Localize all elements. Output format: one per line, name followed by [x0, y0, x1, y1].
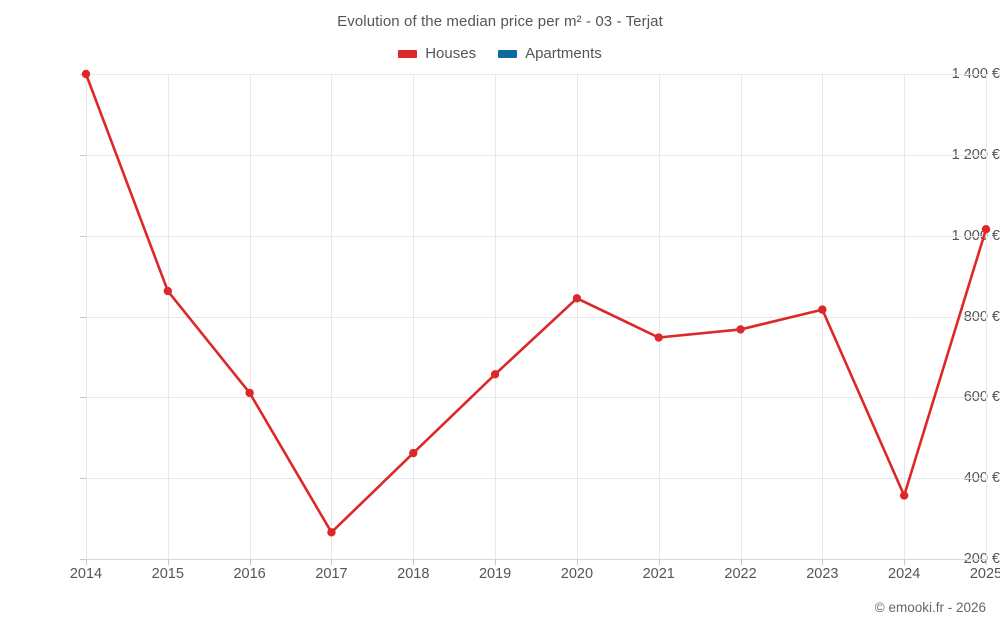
gridline-vertical	[249, 74, 251, 559]
gridline-vertical	[576, 74, 578, 559]
x-axis-tick-mark	[986, 559, 987, 565]
x-axis-tick-mark	[576, 559, 578, 565]
data-point[interactable]	[490, 370, 500, 379]
gridline-vertical	[413, 74, 415, 559]
x-axis-tick-mark	[167, 559, 169, 565]
legend-item-apartments[interactable]: Apartments	[498, 45, 602, 62]
x-axis-tick-label: 2022	[724, 566, 757, 582]
plot-area	[81, 69, 991, 560]
y-axis-tick-mark	[80, 397, 86, 399]
gridline-horizontal	[86, 235, 986, 237]
gridline-vertical	[740, 74, 742, 559]
gridline-vertical	[904, 74, 906, 559]
x-axis-tick-label: 2021	[642, 566, 675, 582]
x-axis-tick-label: 2014	[69, 566, 103, 582]
x-axis-tick-label: 2017	[315, 566, 348, 582]
gridline-vertical	[495, 74, 497, 559]
data-point[interactable]	[327, 528, 336, 537]
legend-label-houses: Houses	[425, 45, 477, 62]
y-axis-tick-mark	[80, 316, 86, 318]
data-point[interactable]	[981, 225, 991, 234]
x-axis-tick-mark	[249, 559, 251, 565]
series-line-houses	[84, 72, 988, 534]
x-axis-tick-mark	[86, 559, 87, 565]
data-point[interactable]	[163, 286, 173, 296]
data-point[interactable]	[81, 69, 91, 79]
x-axis-line	[86, 559, 986, 560]
data-point[interactable]	[736, 325, 745, 334]
x-axis-tick-mark	[740, 559, 742, 565]
x-axis-tick-label: 2016	[233, 566, 266, 582]
gridline-horizontal	[86, 154, 986, 156]
data-point[interactable]	[245, 388, 254, 398]
y-axis-tick-mark	[80, 559, 86, 560]
x-axis-tick-label: 2015	[151, 566, 184, 582]
x-axis-tick-mark	[822, 559, 824, 565]
chart-title: Evolution of the median price per m² - 0…	[337, 13, 663, 30]
chart-legend: Houses Apartments	[0, 45, 1000, 62]
gridline-horizontal	[86, 316, 986, 318]
x-axis-tick-mark	[495, 559, 497, 565]
copyright-notice: © emooki.fr - 2026	[874, 600, 986, 615]
y-axis-tick-mark	[80, 478, 86, 480]
y-axis-tick-mark	[80, 154, 86, 156]
legend-item-houses[interactable]: Houses	[398, 45, 476, 62]
legend-label-apartments: Apartments	[525, 45, 602, 62]
gridline-horizontal	[86, 478, 986, 480]
x-axis-tick-mark	[658, 559, 660, 565]
x-axis-tick-label: 2018	[397, 566, 430, 582]
gridline-vertical	[822, 74, 824, 559]
gridline-vertical	[658, 74, 660, 559]
x-axis-tick-label: 2025	[969, 566, 1000, 582]
gridline-vertical	[986, 74, 987, 559]
data-series-layer	[81, 69, 991, 537]
x-axis-tick-label: 2019	[478, 566, 512, 582]
legend-color-swatch-houses	[398, 49, 418, 58]
gridline-horizontal	[86, 74, 986, 75]
x-axis-tick-label: 2020	[560, 566, 594, 582]
x-axis-tick-mark	[413, 559, 415, 565]
data-point[interactable]	[572, 294, 582, 303]
data-point[interactable]	[899, 491, 909, 500]
x-axis-tick-label: 2023	[806, 566, 839, 582]
x-axis-tick-label: 2024	[888, 566, 921, 582]
gridline-vertical	[167, 74, 169, 559]
data-point[interactable]	[409, 448, 418, 458]
gridline-horizontal	[86, 397, 986, 399]
gridline-vertical	[86, 74, 87, 559]
y-axis-tick-mark	[80, 235, 86, 237]
legend-color-swatch-apartments	[498, 49, 518, 58]
data-point[interactable]	[818, 305, 827, 314]
x-axis-tick-mark	[904, 559, 906, 565]
x-axis-tick-mark	[331, 559, 333, 565]
data-point[interactable]	[654, 333, 663, 342]
gridline-vertical	[331, 74, 333, 559]
